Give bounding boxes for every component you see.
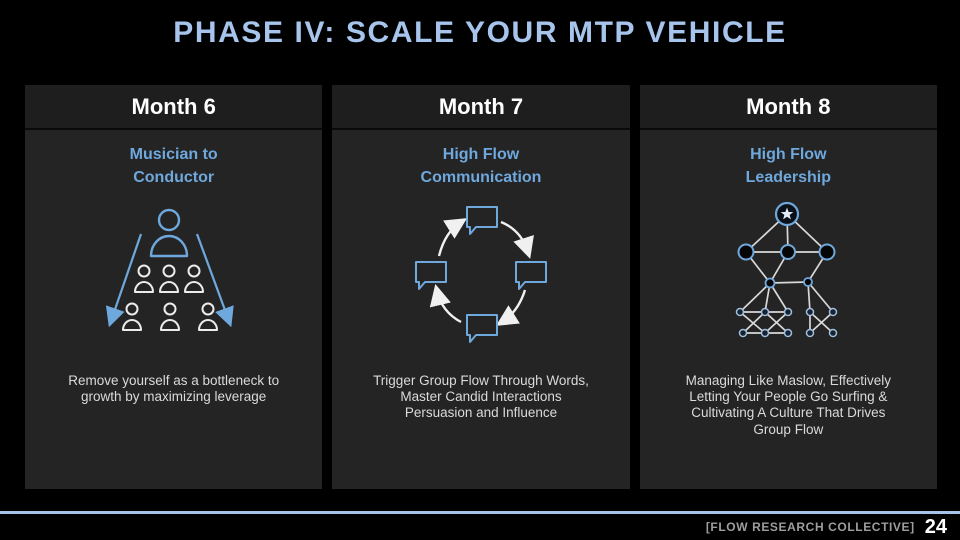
page-number: 24 [924, 515, 947, 538]
card-month-8: Month 8 High Flow Leadership [639, 85, 937, 489]
card-month-8-body: High Flow Leadership [639, 130, 937, 489]
footer-accent-line [0, 511, 960, 514]
communication-cycle-icon [332, 190, 629, 352]
card-month-7-header: Month 7 [332, 85, 630, 130]
footer-brand: [FLOW RESEARCH COLLECTIVE] [705, 520, 915, 534]
card-month-7: Month 7 High Flow Communication [332, 85, 630, 489]
slide-title: PHASE IV: SCALE YOUR MTP VEHICLE [173, 16, 787, 49]
card-month-6-description: Remove yourself as a bottleneck to growt… [68, 373, 280, 405]
org-delegation-icon [25, 190, 322, 352]
leadership-network-icon [640, 190, 937, 352]
card-month-6-header: Month 6 [25, 85, 323, 130]
card-month-6-subtitle: Musician to Conductor [129, 146, 218, 187]
card-month-8-header: Month 8 [639, 85, 937, 130]
card-month-7-description: Trigger Group Flow Through Words, Master… [373, 373, 589, 421]
card-month-6-body: Musician to Conductor [25, 130, 323, 489]
card-month-8-description: Managing Like Maslow, Effectively Lettin… [685, 373, 891, 437]
footer: [FLOW RESEARCH COLLECTIVE] 24 [0, 514, 960, 540]
month-cards: Month 6 Musician to Conductor [25, 85, 937, 489]
card-month-8-subtitle: High Flow Leadership [745, 146, 831, 187]
card-month-7-subtitle: High Flow Communication [420, 146, 542, 187]
card-month-7-body: High Flow Communication [332, 130, 630, 489]
card-month-6: Month 6 Musician to Conductor [25, 85, 323, 489]
